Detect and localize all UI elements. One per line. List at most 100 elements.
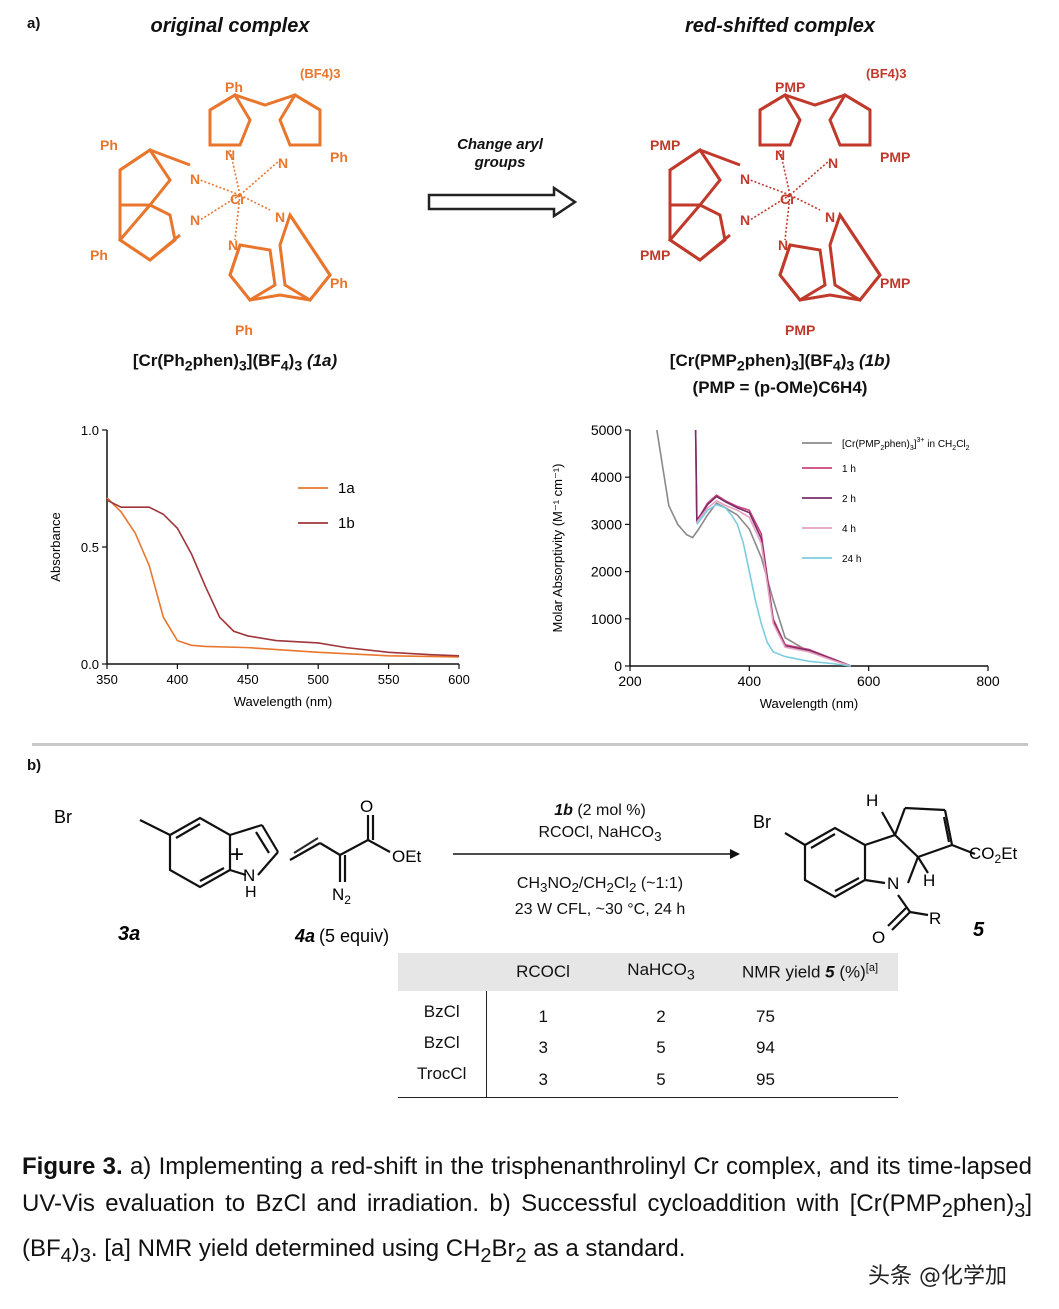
left-counterion-text: (BF4)3 — [300, 66, 341, 81]
conditions-above: 1b (2 mol %) RCOCl, NaHCO3 — [455, 800, 745, 848]
arrow-label: Change aryl groups — [425, 136, 575, 172]
aryl-substituent: PMP — [775, 79, 805, 95]
diazo-n-sub: 2 — [344, 893, 351, 907]
caption-s1: 2 — [941, 1199, 953, 1222]
change-arrow — [427, 186, 578, 218]
aryl-substituent: PMP — [640, 247, 670, 263]
c3c: /CH — [578, 875, 607, 892]
aryl-substituent: Ph — [225, 79, 243, 95]
product-h-mid: H — [923, 871, 935, 890]
nitrogen-atom: N — [190, 212, 200, 228]
aryl-substituent: Ph — [100, 137, 118, 153]
cond-reagents: RCOCl, NaHCO — [538, 824, 655, 841]
watermark: 头条 @化学加 — [868, 1264, 1007, 1289]
rf-a: [Cr(PMP — [669, 351, 737, 370]
nitrogen-atom: N — [225, 147, 235, 163]
product-label: 5 — [973, 919, 985, 941]
cell-reagent: BzCl — [398, 1032, 487, 1063]
panel-a-label: a) — [27, 15, 41, 32]
legend-label-24 h: 24 h — [842, 554, 861, 565]
cell-yield: 95 — [756, 1069, 775, 1089]
th-yield-sup: [a] — [865, 961, 878, 974]
pmp-definition: (PMP = (p-OMe)C6H4) — [692, 378, 868, 398]
legend-label-2 h: 2 h — [842, 494, 856, 505]
table-row: TrocCl 3 5 95 — [398, 1063, 898, 1097]
x-tick-label: 600 — [857, 673, 881, 689]
nitrogen-atom: N — [740, 171, 750, 187]
nitrogen-atom: N — [275, 209, 285, 225]
indole-n: N — [243, 866, 255, 885]
caption-t1: a) Implementing a red-shift in the trisp… — [22, 1153, 1032, 1217]
series-line-0 — [106, 497, 460, 658]
product-n: N — [887, 874, 899, 893]
left-complex-structure: N N N N N N Cr Ph Ph Ph Ph Ph Ph — [90, 79, 348, 338]
cell-reagent: BzCl — [398, 1001, 487, 1032]
y-axis-label: Molar Absorptivity (M⁻¹ cm⁻¹) — [550, 463, 565, 632]
product-h-top: H — [866, 791, 878, 810]
diazo-label: 4a — [294, 926, 315, 946]
y-tick-label: 0 — [614, 658, 622, 674]
nitrogen-atom: N — [278, 155, 288, 171]
rf-d: ) — [840, 351, 847, 370]
cell-yield: 75 — [756, 1006, 775, 1026]
caption-s4: 3 — [79, 1244, 91, 1267]
lf-id: (1a) — [306, 351, 338, 370]
diazo-n: N — [332, 885, 344, 904]
th-nahco3-sub: 3 — [686, 967, 695, 984]
cr-n-bond — [789, 194, 821, 211]
table-spacer — [398, 991, 898, 1001]
left-complex-formula: [Cr(Ph2phen)3](BF4)3 (1a) — [60, 350, 410, 377]
series-line-1 — [106, 499, 460, 657]
cond-reagents-sub: 3 — [654, 829, 662, 845]
c3e: (~1:1) — [636, 875, 684, 892]
nitrogen-atom: N — [775, 147, 785, 163]
reaction-arrowhead — [730, 849, 740, 859]
co2et-a: CO — [969, 844, 995, 863]
aryl-substituent: Ph — [235, 322, 253, 338]
cr-n-bond — [239, 159, 281, 196]
ring — [278, 211, 332, 302]
product-br: Br — [753, 812, 771, 832]
x-tick-label: 450 — [237, 672, 259, 687]
y-tick-label: 1000 — [591, 611, 622, 627]
series-line-4 — [696, 503, 851, 667]
panel-b-label: b) — [27, 757, 42, 774]
y-axis-label: Absorbance — [48, 512, 63, 581]
x-tick-label: 600 — [448, 672, 470, 687]
aryl-substituent: PMP — [880, 275, 910, 291]
y-tick-label: 5000 — [591, 422, 622, 438]
th-blank — [398, 953, 486, 991]
diazo-structure — [289, 815, 391, 882]
ring — [758, 92, 802, 147]
arrow-label-line2: groups — [474, 154, 526, 171]
indole-h: H — [245, 884, 257, 901]
nitrogen-atom: N — [190, 171, 200, 187]
table-row: BzCl 1 2 75 — [398, 1001, 898, 1032]
diazo-oet: OEt — [392, 847, 422, 866]
y-tick-label: 1.0 — [81, 423, 99, 438]
y-tick-label: 0.5 — [81, 540, 99, 555]
lf-s3: 3 — [238, 358, 247, 375]
cond-line3: CH3NO2/CH2Cl2 (~1:1) — [455, 873, 745, 899]
cr-n-bond — [749, 179, 791, 196]
plus-sign: + — [230, 841, 244, 868]
ring — [667, 203, 727, 262]
rf-id: (1b) — [859, 351, 891, 370]
conditions-below: CH3NO2/CH2Cl2 (~1:1) 23 W CFL, ~30 °C, 2… — [455, 873, 745, 921]
nitrogen-atom: N — [228, 237, 238, 253]
th-yield-text: NMR yield — [742, 962, 826, 982]
legend-label-1a: 1a — [338, 480, 355, 497]
yield-table: RCOCl NaHCO3 NMR yield 5 (%)[a] BzCl 1 2… — [398, 953, 898, 1098]
cond-line2: RCOCl, NaHCO3 — [455, 822, 745, 848]
x-tick-label: 400 — [167, 672, 189, 687]
c3s2c: 2 — [628, 880, 637, 896]
cr-n-bond — [789, 159, 831, 196]
right-counterion-text: (BF4)3 — [866, 66, 907, 81]
x-tick-label: 200 — [618, 673, 642, 689]
phen-ligand-2 — [778, 214, 882, 302]
phen-ligand-2 — [228, 214, 332, 302]
series-line-0 — [656, 429, 852, 667]
th-nahco3-text: NaHCO — [627, 960, 687, 980]
panel-divider — [32, 743, 1028, 746]
indole-br: Br — [54, 807, 72, 827]
